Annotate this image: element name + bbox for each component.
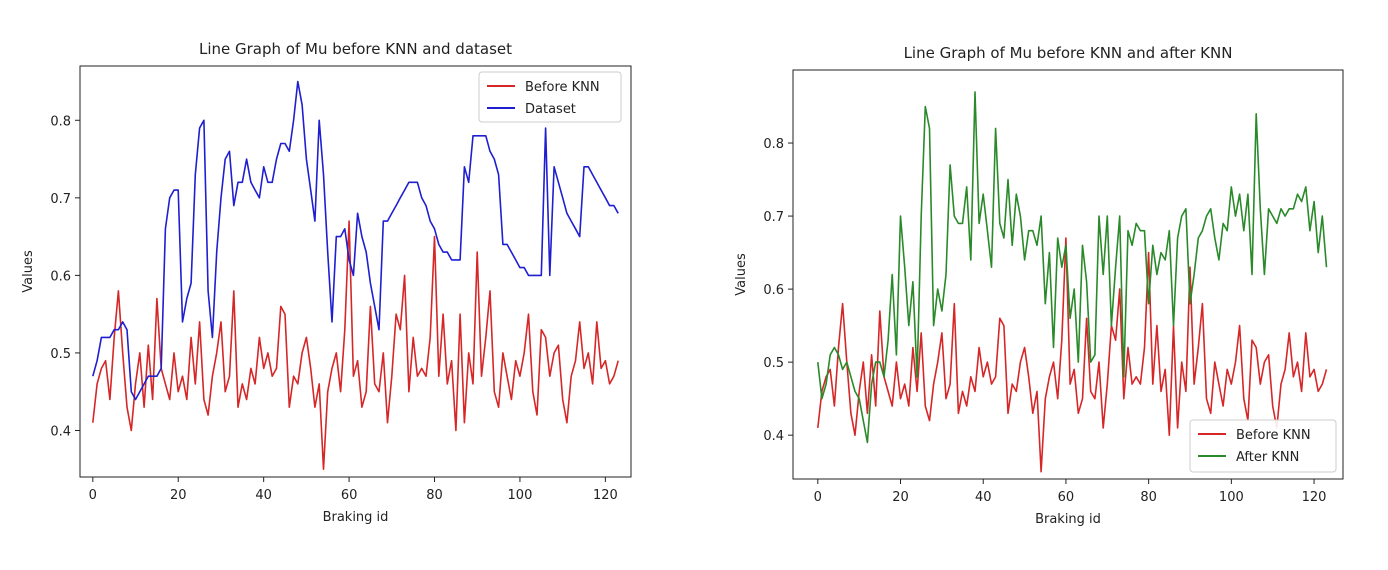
chart-mu-before-knn-and-dataset: Line Graph of Mu before KNN and dataset 0… <box>21 40 632 525</box>
chart0-legend-label: Before KNN <box>525 80 600 95</box>
chart0-ytick-label: 0.4 <box>50 424 71 439</box>
chart-mu-before-knn-and-after-knn: Line Graph of Mu before KNN and after KN… <box>734 44 1344 527</box>
chart1-series-after-knn-line <box>817 91 1328 444</box>
chart1-legend: Before KNN After KNN <box>1189 419 1337 473</box>
chart0-xtick-label: 60 <box>341 488 358 503</box>
chart0-ylabel: Values <box>21 250 36 293</box>
chart0-ytick-label: 0.8 <box>50 114 71 129</box>
chart0-xtick-label: 0 <box>89 488 97 503</box>
chart1-xlabel: Braking id <box>1035 512 1101 527</box>
chart1-legend-label: After KNN <box>1236 450 1299 465</box>
chart1-ytick-label: 0.8 <box>763 137 784 152</box>
chart1-ytick-label: 0.7 <box>763 210 784 225</box>
chart1-xtick-label: 20 <box>892 490 909 505</box>
chart1-ytick-label: 0.6 <box>763 283 784 298</box>
chart0-series-dataset-line <box>92 80 619 401</box>
chart0-xtick-label: 80 <box>426 488 443 503</box>
chart1-xtick-label: 0 <box>814 490 822 505</box>
chart0-ytick-label: 0.5 <box>50 347 71 362</box>
chart1-xtick-label: 40 <box>975 490 992 505</box>
chart1-series-before-knn-line <box>817 237 1328 473</box>
chart0-xtick-label: 100 <box>508 488 533 503</box>
chart0-legend-box <box>478 71 622 123</box>
chart1-legend-label: Before KNN <box>1236 428 1311 443</box>
chart1-ytick-label: 0.4 <box>763 429 784 444</box>
chart1-xtick-label: 100 <box>1219 490 1244 505</box>
chart1-axes-frame <box>792 69 1344 480</box>
chart1-legend-box <box>1189 419 1337 473</box>
chart0-xtick-label: 40 <box>255 488 272 503</box>
chart0-xtick-label: 20 <box>170 488 187 503</box>
chart0-legend: Before KNN Dataset <box>478 71 622 123</box>
chart1-ytick-label: 0.5 <box>763 356 784 371</box>
chart0-series-before-knn-line <box>92 220 619 471</box>
chart1-title: Line Graph of Mu before KNN and after KN… <box>904 44 1233 62</box>
chart0-title: Line Graph of Mu before KNN and dataset <box>199 40 512 58</box>
chart0-axes-frame <box>79 65 632 478</box>
chart0-xlabel: Braking id <box>323 510 389 525</box>
chart0-ytick-label: 0.7 <box>50 192 71 207</box>
chart1-ylabel: Values <box>734 253 749 296</box>
chart0-legend-label: Dataset <box>525 102 576 117</box>
chart0-xtick-label: 120 <box>593 488 618 503</box>
chart1-xtick-label: 80 <box>1140 490 1157 505</box>
chart1-xtick-label: 60 <box>1058 490 1075 505</box>
chart0-ytick-label: 0.6 <box>50 269 71 284</box>
chart1-xtick-label: 120 <box>1302 490 1327 505</box>
